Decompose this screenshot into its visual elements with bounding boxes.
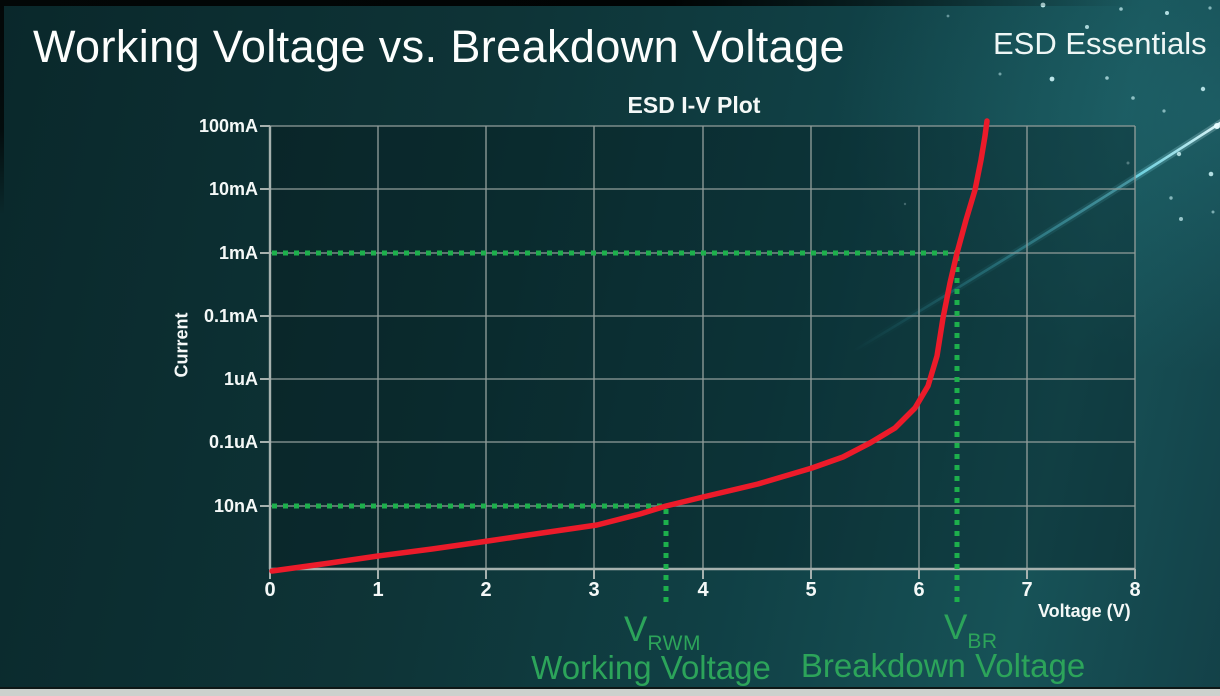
frame-top-edge xyxy=(0,0,1220,6)
vrwm-symbol: VRWM xyxy=(624,610,701,655)
x-tick-label: 3 xyxy=(588,579,600,601)
plot-grid xyxy=(270,125,1136,569)
background-swoosh-graphic xyxy=(850,119,1220,356)
chart-title: ESD I-V Plot xyxy=(627,92,761,118)
x-tick-label: 2 xyxy=(480,579,492,601)
frame-left-edge xyxy=(0,0,4,215)
x-tick-label: 7 xyxy=(1021,579,1033,601)
x-tick-label: 6 xyxy=(913,579,925,601)
brand-label: ESD Essentials xyxy=(993,26,1207,61)
x-tick-label: 8 xyxy=(1129,579,1141,601)
plot-axes xyxy=(260,125,1136,579)
vrwm-caption: Working Voltage xyxy=(531,649,771,686)
y-tick-label: 1uA xyxy=(223,369,258,389)
x-tick-label: 5 xyxy=(805,579,817,601)
vbr-symbol: VBR xyxy=(944,608,998,653)
y-tick-label: 0.1mA xyxy=(203,306,258,326)
iv-curve xyxy=(269,118,990,574)
particle-dots xyxy=(903,2,1215,221)
x-tick-label: 1 xyxy=(372,579,384,601)
y-tick-label: 10nA xyxy=(213,496,258,516)
vbr-caption: Breakdown Voltage xyxy=(800,647,1086,684)
x-tick-label: 4 xyxy=(697,579,709,601)
page-title: Working Voltage vs. Breakdown Voltage xyxy=(33,21,845,72)
frame-bottom-bar xyxy=(0,687,1220,696)
y-tick-label: 10mA xyxy=(208,179,258,199)
x-tick-label: 0 xyxy=(264,579,276,601)
y-tick-label: 0.1uA xyxy=(208,432,258,452)
guide-lines xyxy=(272,250,960,608)
x-axis-title: Voltage (V) xyxy=(1038,601,1131,621)
y-tick-label: 100mA xyxy=(198,116,258,136)
y-tick-label: 1mA xyxy=(218,243,258,263)
